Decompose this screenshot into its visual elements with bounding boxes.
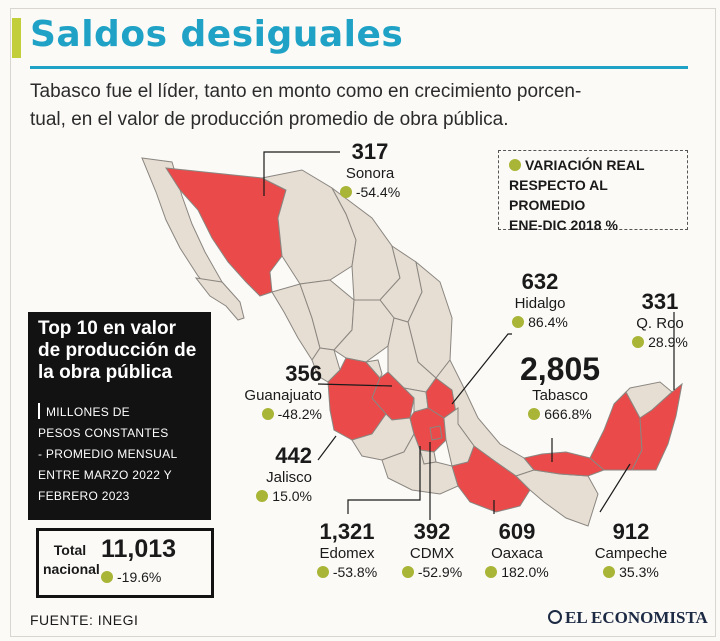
label-sonora: 317 Sonora -54.4%	[330, 140, 410, 202]
dot-icon	[485, 566, 498, 578]
state-aguascalientes	[365, 359, 383, 379]
publisher-logo: EL ECONOMISTA	[548, 608, 708, 628]
state-cdmx	[429, 425, 443, 441]
top10-title: Top 10 en valor de producción de la obra…	[38, 318, 197, 383]
dot-icon	[603, 566, 616, 578]
state-quintana-roo	[631, 382, 683, 471]
label-qroo: 331 Q. Roo 28.9%	[620, 290, 700, 352]
label-oaxaca: 609 Oaxaca 182.0%	[472, 520, 562, 582]
legend-box: VARIACIÓN REAL RESPECTO AL PROMEDIO ENE-…	[498, 150, 688, 233]
note-bar-icon	[38, 403, 40, 419]
dot-icon	[256, 490, 269, 502]
dot-icon	[101, 571, 113, 583]
dot-icon	[316, 566, 329, 578]
total-value: 11,013	[101, 535, 177, 563]
logo-mark-icon	[548, 610, 562, 624]
title-accent-bar	[12, 18, 21, 58]
total-box: Total nacional 11,013 -19.6%	[36, 528, 214, 598]
leader-jalisco	[317, 435, 337, 461]
total-label: Total nacional	[43, 542, 100, 577]
dot-icon	[401, 566, 414, 578]
page-title: Saldos desiguales	[30, 14, 404, 55]
leader-campeche	[599, 463, 631, 513]
source-note: FUENTE: INEGI	[30, 612, 139, 628]
label-jalisco: 442 Jalisco 15.0%	[232, 444, 312, 506]
dot-icon	[339, 186, 352, 198]
subtitle-line-2: tual, en el valor de producción promedio…	[30, 109, 509, 130]
label-cdmx: 392 CDMX -52.9%	[392, 520, 472, 582]
legend-line-1: VARIACIÓN REAL	[509, 155, 687, 175]
leader-guanajuato	[317, 383, 393, 387]
top10-note: MILLONES DE PESOS CONSTANTES - PROMEDIO …	[38, 403, 178, 503]
total-pct: -19.6%	[101, 569, 161, 585]
dot-icon	[261, 408, 274, 420]
label-edomex: 1,321 Edomex -53.8%	[302, 520, 392, 582]
dot-icon	[632, 336, 645, 348]
dot-icon	[509, 159, 521, 171]
leader-edomex	[347, 446, 421, 514]
label-campeche: 912 Campeche 35.3%	[594, 519, 668, 581]
dot-icon	[528, 408, 541, 420]
state-baja-california-sur	[194, 277, 245, 321]
dot-icon	[512, 316, 525, 328]
subtitle: Tabasco fue el líder, tanto en monto com…	[30, 78, 690, 134]
legend-line-3: ENE-DIC 2018 %	[509, 217, 618, 233]
leader-hidalgo	[451, 333, 512, 405]
state-chiapas	[515, 469, 599, 527]
legend-text: VARIACIÓN REAL RESPECTO AL PROMEDIO ENE-…	[509, 155, 687, 235]
subtitle-line-1: Tabasco fue el líder, tanto en monto com…	[30, 81, 582, 102]
legend-line-2: RESPECTO AL PROMEDIO	[509, 177, 608, 213]
leader-sonora	[263, 151, 340, 196]
top10-box: Top 10 en valor de producción de la obra…	[28, 312, 211, 520]
title-rule	[30, 66, 688, 69]
label-tabasco: 2,805 Tabasco 666.8%	[519, 351, 601, 422]
label-hidalgo: 632 Hidalgo 86.4%	[500, 270, 580, 332]
label-guanajuato: 356 Guanajuato -48.2%	[244, 361, 322, 423]
state-chihuahua	[260, 169, 357, 285]
